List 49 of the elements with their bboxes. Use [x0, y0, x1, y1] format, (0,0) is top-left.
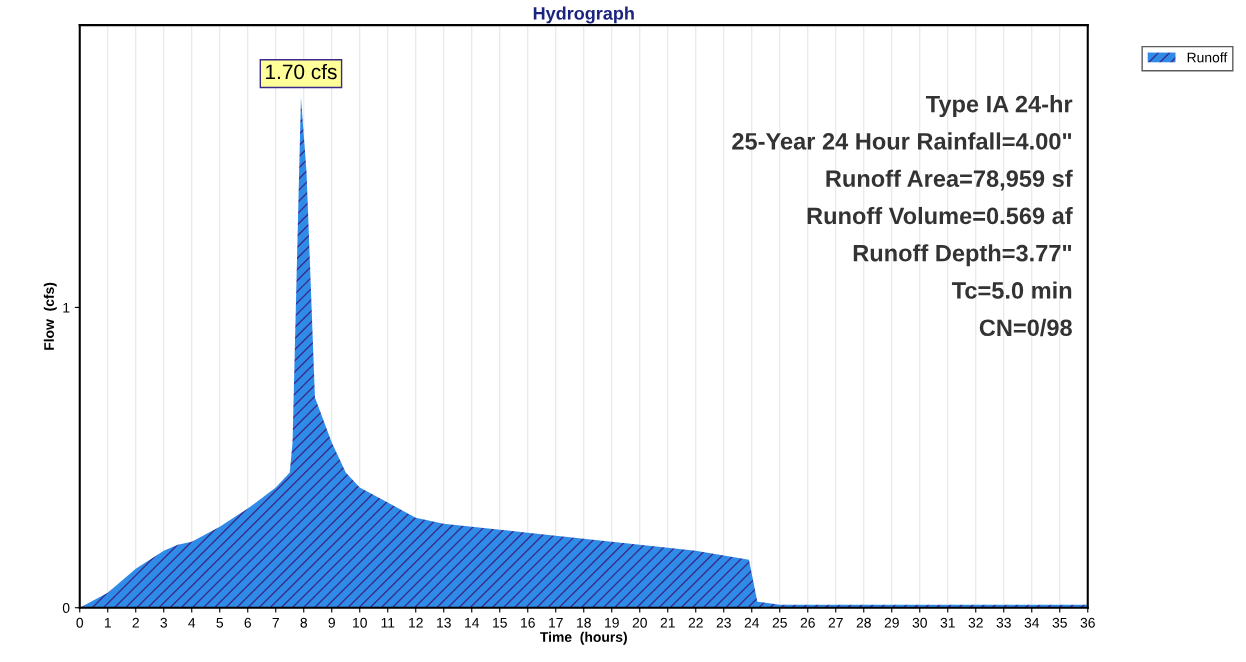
annotation: 25-Year 24 Hour Rainfall=4.00" — [732, 132, 1072, 150]
x-tick-label: 18 — [577, 617, 591, 628]
annotation: CN=0/98 — [979, 318, 1072, 337]
x-tick-label: 23 — [716, 617, 731, 628]
x-tick-label: 15 — [493, 617, 507, 628]
x-tick-label: 21 — [660, 617, 675, 628]
x-tick-label: 31 — [940, 617, 955, 628]
x-tick-label: 20 — [632, 617, 647, 628]
annotation: 1.70 cfs — [266, 63, 337, 80]
x-tick-label: 19 — [605, 617, 619, 628]
x-tick-label: 27 — [828, 617, 843, 628]
annotation: Type IA 24-hr — [925, 95, 1073, 118]
x-tick-label: 14 — [465, 617, 480, 628]
x-tick-label: 6 — [244, 617, 251, 628]
annotation: Runoff Depth=3.77" — [853, 244, 1072, 267]
x-tick-label: 30 — [912, 617, 927, 628]
x-tick-label: 35 — [1052, 617, 1067, 628]
annotation: Tc=5.0 min — [951, 281, 1072, 299]
x-tick-label: 29 — [884, 617, 899, 628]
x-tick-label: 33 — [996, 617, 1011, 628]
x-tick-label: 12 — [409, 617, 423, 628]
x-tick-label: 36 — [1080, 617, 1095, 628]
x-tick-label: 16 — [521, 617, 535, 628]
chart-title: Hydrograph — [533, 6, 634, 24]
x-tick-label: 8 — [300, 617, 308, 628]
x-tick-label: 2 — [132, 617, 139, 628]
x-tick-label: 28 — [856, 617, 871, 628]
x-tick-label: 10 — [353, 617, 367, 628]
x-tick-label: 4 — [188, 617, 196, 628]
annotation: Runoff Volume=0.569 af — [807, 206, 1073, 225]
x-tick-label: 9 — [328, 617, 335, 628]
x-tick-label: 22 — [688, 617, 703, 628]
x-tick-label: 0 — [76, 617, 84, 628]
x-tick-label: 24 — [744, 617, 760, 628]
x-tick-label: 11 — [381, 617, 395, 628]
x-tick-label: 32 — [968, 617, 983, 628]
x-tick-label: 13 — [437, 617, 451, 628]
x-tick-label: 34 — [1024, 617, 1040, 628]
x-tick-label: 17 — [549, 617, 563, 628]
legend-label: Runoff — [1187, 52, 1228, 63]
x-tick-label: 25 — [772, 617, 787, 628]
y-axis-title: Flow (cfs) — [43, 282, 57, 350]
x-tick-label: 5 — [216, 617, 224, 628]
annotation: Runoff Area=78,959 sf — [826, 169, 1073, 191]
x-tick-label: 26 — [800, 617, 815, 628]
x-tick-label: 7 — [272, 617, 279, 628]
x-tick-label: 1 — [104, 617, 111, 628]
x-axis-title: Time (hours) — [540, 631, 627, 645]
x-tick-label: 3 — [160, 617, 167, 628]
